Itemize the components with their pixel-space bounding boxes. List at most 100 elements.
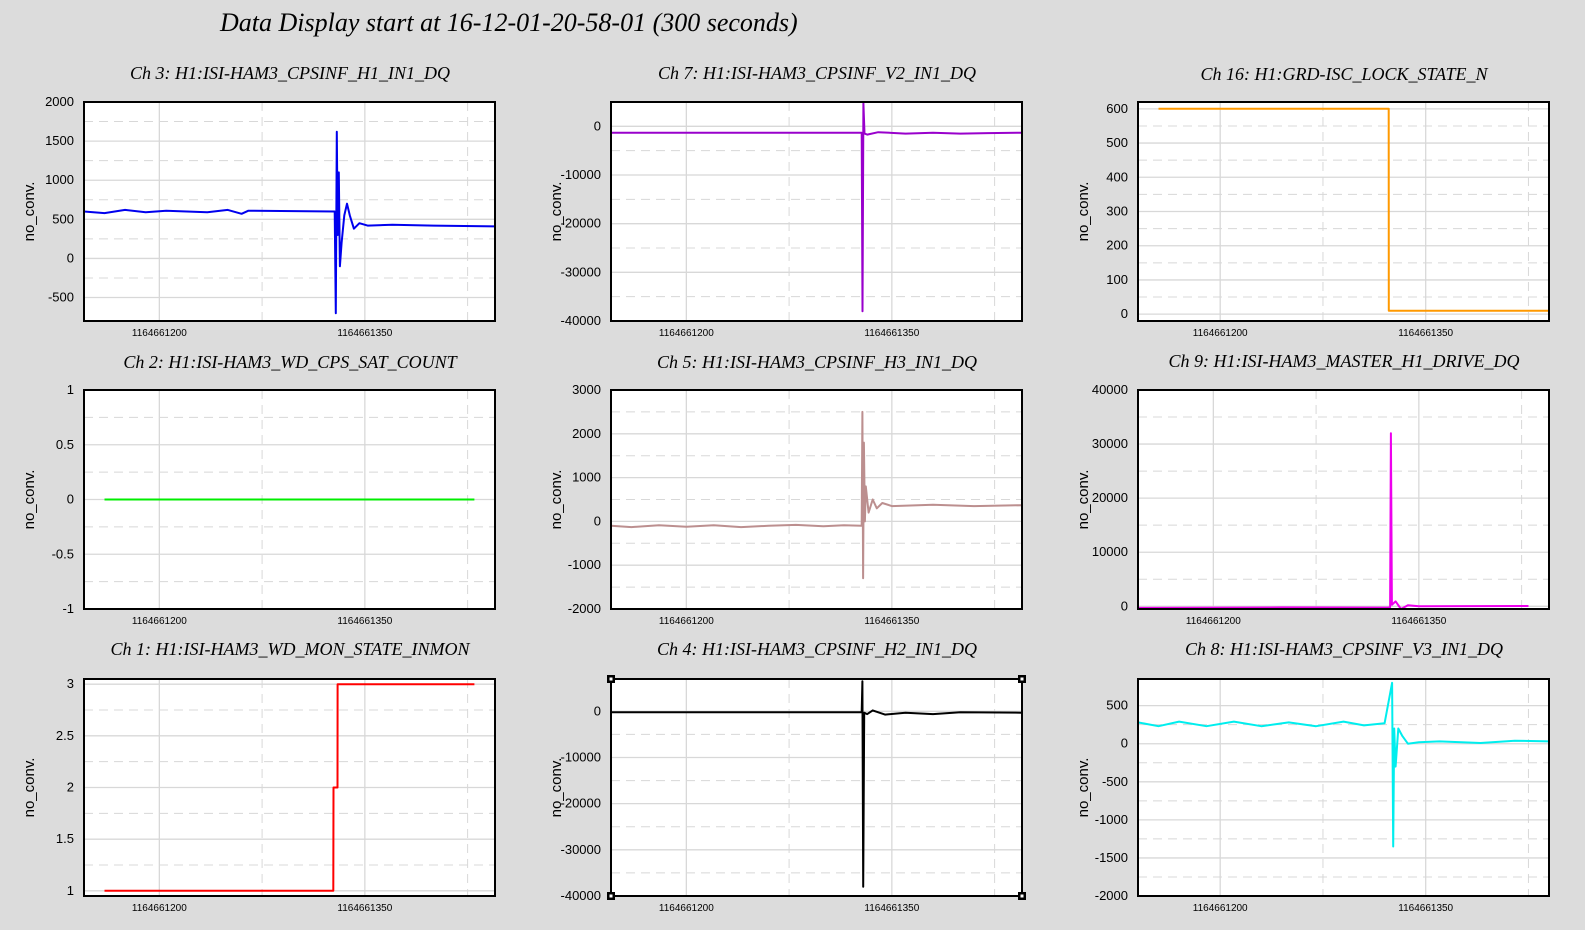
y-axis-label: no_conv. [548,758,565,818]
y-tick-label: -10000 [561,749,601,764]
x-tick-label: 1164661200 [1193,328,1248,339]
y-tick-label: 1.5 [56,831,74,846]
y-tick-label: -40000 [561,888,601,903]
plot-frame [610,678,1023,897]
chart-title: Ch 5: H1:ISI-HAM3_CPSINF_H3_IN1_DQ [657,352,977,372]
y-tick-label: 40000 [1092,382,1128,397]
x-tick-label: 1164661200 [659,903,714,914]
y-tick-label: -500 [1102,774,1128,789]
y-axis-label: no_conv. [21,758,38,818]
series-line [611,102,1023,313]
plot-area [1138,390,1549,609]
chart-panel-7: 1 1.5 2 2.5 3 1164661200 1164661350 Ch 1: H1:IS… [21,639,496,914]
chart-panel-6: 0 10000 20000 30000 40000 1164661200 116466135… [1075,351,1550,627]
x-tick-label: 1164661200 [132,616,187,627]
plot-frame [1137,678,1550,897]
y-tick-label: 0 [1121,306,1128,321]
chart-panel-4: -1 -0.5 0 0.5 1 1164661200 1164661350 Ch 2: H1:… [21,352,496,627]
series-line [104,683,475,892]
y-tick-label: 1000 [45,172,74,187]
y-tick-label: 0 [67,250,74,265]
plot-frame [1137,389,1550,610]
chart-title: Ch 2: H1:ISI-HAM3_WD_CPS_SAT_COUNT [123,352,458,372]
x-tick-label: 1164661350 [1398,903,1453,914]
y-tick-label: 2000 [572,426,601,441]
y-axis-label: no_conv. [548,182,565,242]
page-title: Data Display start at 16-12-01-20-58-01 … [220,8,798,37]
y-tick-label: 300 [1106,204,1128,219]
plot-frame [610,101,1023,322]
y-tick-label: 200 [1106,238,1128,253]
series-line [1137,432,1529,610]
y-tick-label: 500 [1106,135,1128,150]
chart-panel-2: -40000 -30000 -20000 -10000 0 1164661200 11646… [548,63,1023,339]
y-tick-label: 1 [67,382,74,397]
chart-title: Ch 9: H1:ISI-HAM3_MASTER_H1_DRIVE_DQ [1169,351,1520,371]
selection-handle-core [609,894,613,898]
y-tick-label: 1500 [45,133,74,148]
selection-handle-core [609,677,613,681]
y-axis-label: no_conv. [1075,758,1092,818]
series-line [1137,681,1550,848]
series-line [1158,107,1549,312]
plot-frame [83,101,496,322]
x-tick-label: 1164661200 [659,616,714,627]
y-tick-label: 400 [1106,169,1128,184]
y-tick-label: -500 [48,290,74,305]
chart-panel-9: -2000 -1500 -1000 -500 0 500 1164661200 1164661… [1075,639,1550,914]
chart-title: Ch 3: H1:ISI-HAM3_CPSINF_H1_IN1_DQ [130,63,450,83]
plot-area [611,102,1022,321]
x-tick-label: 1164661200 [1193,903,1248,914]
y-tick-label: 500 [52,211,74,226]
y-tick-label: -1 [62,601,74,616]
x-tick-label: 1164661200 [1186,616,1241,627]
y-tick-label: 100 [1106,272,1128,287]
y-tick-label: 10000 [1092,544,1128,559]
y-tick-label: -2000 [1095,888,1128,903]
y-tick-label: -1000 [1095,812,1128,827]
chart-panel-8: -40000 -30000 -20000 -10000 0 1164661200 11646… [548,639,1023,914]
x-tick-label: 1164661350 [337,328,392,339]
plot-frame [610,389,1023,610]
y-tick-label: 0 [594,118,601,133]
selection-handle-core [1020,677,1024,681]
x-tick-label: 1164661350 [1391,616,1446,627]
y-axis-label: no_conv. [21,182,38,242]
series-line [611,680,1023,888]
x-tick-label: 1164661350 [337,616,392,627]
y-tick-label: 3000 [572,382,601,397]
y-tick-label: 0 [594,513,601,528]
chart-title: Ch 7: H1:ISI-HAM3_CPSINF_V2_IN1_DQ [658,63,976,83]
chart-title: Ch 1: H1:ISI-HAM3_WD_MON_STATE_INMON [111,639,471,659]
chart-title: Ch 8: H1:ISI-HAM3_CPSINF_V3_IN1_DQ [1185,639,1503,659]
chart-panel-3: 0 100 200 300 400 500 600 1164661200 1164661350 C… [1075,64,1550,339]
y-axis-label: no_conv. [1075,470,1092,530]
y-tick-label: -10000 [561,167,601,182]
y-axis-label: no_conv. [21,470,38,530]
plot-frame [83,678,496,897]
y-tick-label: -30000 [561,264,601,279]
y-tick-label: -20000 [561,216,601,231]
x-tick-label: 1164661200 [132,903,187,914]
x-tick-label: 1164661350 [864,328,919,339]
x-tick-label: 1164661350 [1398,328,1453,339]
y-axis-label: no_conv. [1075,182,1092,242]
y-tick-label: 0 [594,703,601,718]
y-tick-label: 0.5 [56,437,74,452]
y-tick-label: 500 [1106,698,1128,713]
plot-frame [1137,101,1550,322]
y-tick-label: 0 [1121,736,1128,751]
y-tick-label: 1000 [572,470,601,485]
x-tick-label: 1164661200 [132,328,187,339]
selection-handle-core [1020,894,1024,898]
y-tick-label: -40000 [561,313,601,328]
series-line [83,130,496,315]
y-tick-label: -0.5 [52,546,74,561]
y-tick-label: -30000 [561,842,601,857]
series-line [610,410,1023,580]
x-tick-label: 1164661200 [659,328,714,339]
y-tick-label: 0 [1121,598,1128,613]
y-tick-label: -2000 [568,601,601,616]
y-tick-label: 2000 [45,94,74,109]
